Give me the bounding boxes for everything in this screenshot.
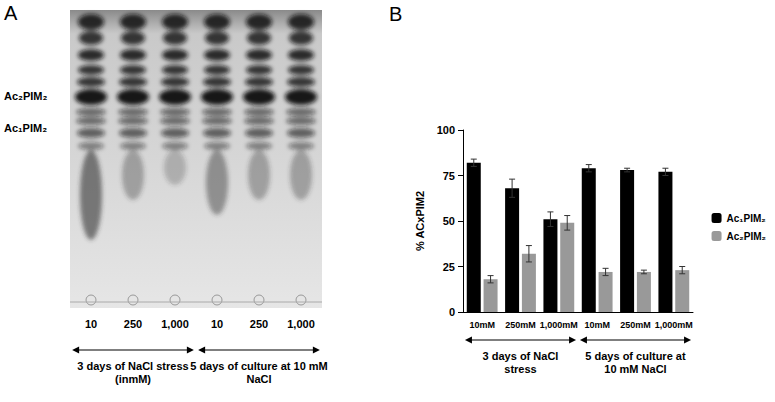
svg-text:Ac₂PIM₂: Ac₂PIM₂ — [4, 90, 48, 102]
html-text:3 days of NaCl stress (inmM): 3 days of NaCl stress (inmM) — [77, 360, 189, 385]
svg-text:Ac₁PIM₂: Ac₁PIM₂ — [4, 122, 47, 134]
svg-text:250mM: 250mM — [505, 320, 536, 330]
svg-text:250mM: 250mM — [620, 320, 651, 330]
svg-text:1,000: 1,000 — [161, 318, 189, 330]
html-text:5 days of culture at 10 mM NaC: 5 days of culture at 10 mM NaCl — [190, 360, 328, 385]
svg-text:1,000mM: 1,000mM — [540, 320, 578, 330]
svg-text:0: 0 — [449, 306, 455, 318]
svg-text:75: 75 — [443, 170, 455, 182]
svg-text:100: 100 — [437, 124, 455, 136]
svg-text:25: 25 — [443, 261, 455, 273]
svg-text:A: A — [4, 2, 18, 24]
svg-text:1,000: 1,000 — [287, 318, 315, 330]
svg-text:250: 250 — [250, 318, 268, 330]
html-text:5 days of culture at 10 mM NaC: 5 days of culture at 10 mM NaCl — [585, 350, 686, 375]
svg-text:Ac₂PIM₂: Ac₂PIM₂ — [727, 231, 766, 242]
svg-text:1,000mM: 1,000mM — [655, 320, 693, 330]
svg-text:Ac₁PIM₂: Ac₁PIM₂ — [727, 213, 766, 224]
svg-text:B: B — [389, 3, 402, 25]
svg-text:10mM: 10mM — [584, 320, 610, 330]
html-text:3 days of NaCl stress: 3 days of NaCl stress — [482, 350, 559, 375]
svg-text:10: 10 — [211, 318, 223, 330]
svg-text:10: 10 — [85, 318, 97, 330]
svg-text:% ACxPIM2: % ACxPIM2 — [414, 191, 426, 251]
svg-text:250: 250 — [124, 318, 142, 330]
svg-text:50: 50 — [443, 215, 455, 227]
svg-text:10mM: 10mM — [469, 320, 495, 330]
